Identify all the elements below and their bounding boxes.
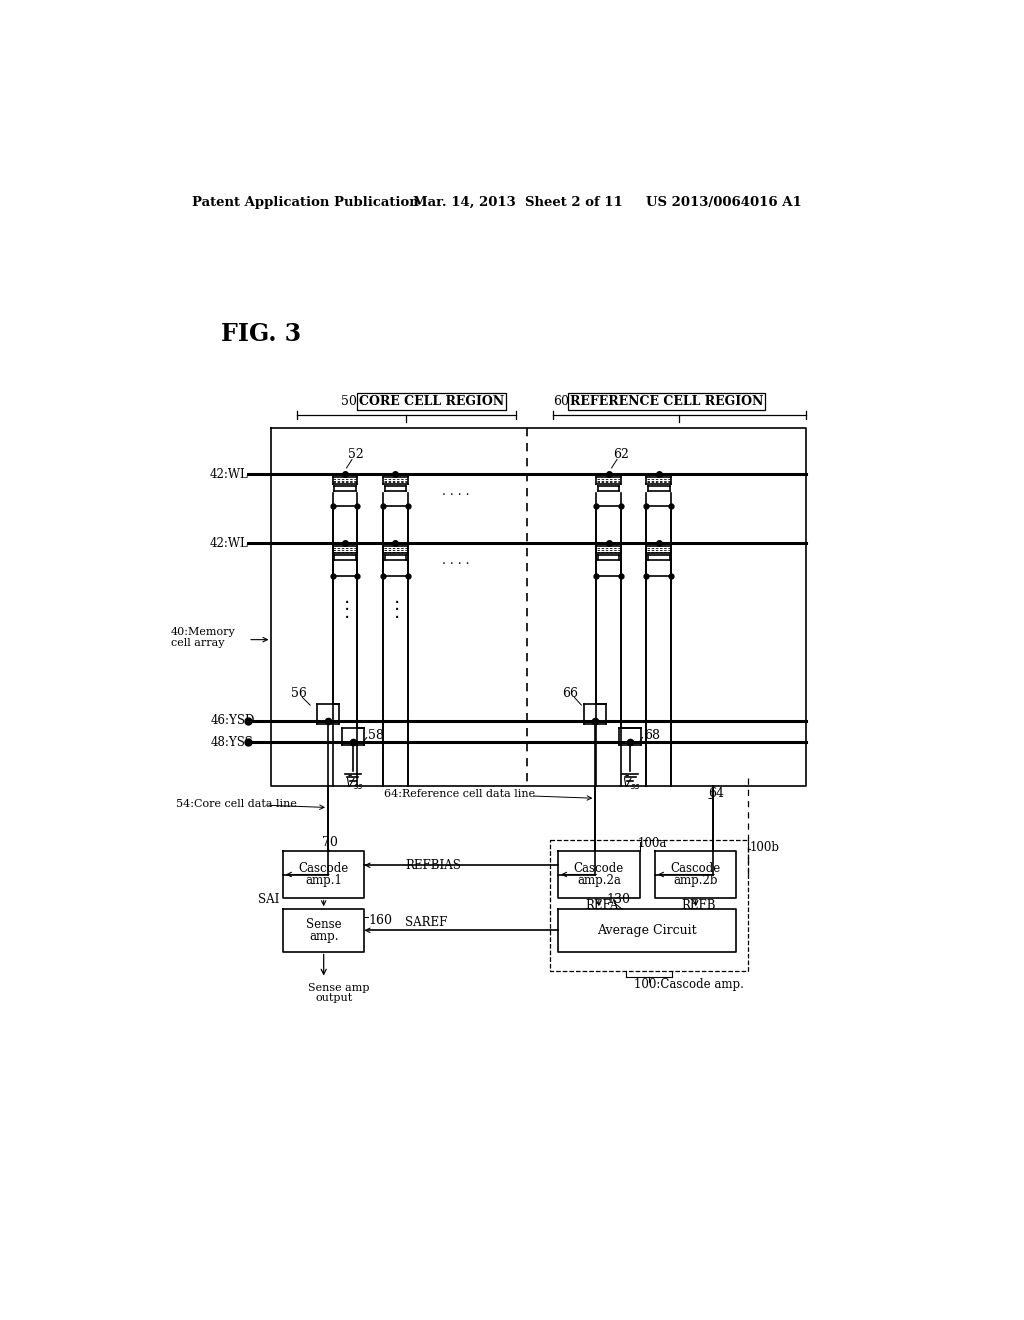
Text: 42:WL: 42:WL — [209, 537, 248, 550]
Text: amp.2b: amp.2b — [674, 874, 718, 887]
Text: 64: 64 — [708, 787, 724, 800]
Text: 42:WL: 42:WL — [209, 467, 248, 480]
Text: Mar. 14, 2013  Sheet 2 of 11: Mar. 14, 2013 Sheet 2 of 11 — [414, 195, 623, 209]
Text: 100b: 100b — [750, 841, 779, 854]
Text: 40:Memory: 40:Memory — [171, 627, 236, 638]
Text: REFB: REFB — [682, 899, 716, 912]
Text: .: . — [343, 595, 350, 615]
Text: Sense: Sense — [306, 917, 341, 931]
Text: . . . .: . . . . — [442, 484, 469, 498]
Text: . . . .: . . . . — [442, 554, 469, 566]
Text: .: . — [394, 603, 400, 622]
Text: 54:Core cell data line: 54:Core cell data line — [176, 799, 297, 809]
Text: Average Circuit: Average Circuit — [597, 924, 697, 937]
Text: amp.1: amp.1 — [305, 874, 342, 887]
Text: REFA: REFA — [585, 899, 618, 912]
Text: amp.2a: amp.2a — [577, 874, 621, 887]
Text: amp.: amp. — [309, 931, 339, 942]
Text: Patent Application Publication: Patent Application Publication — [191, 195, 418, 209]
Text: 68: 68 — [644, 730, 660, 742]
Text: SAI: SAI — [258, 894, 280, 907]
Text: 64:Reference cell data line: 64:Reference cell data line — [384, 789, 535, 800]
Text: cell array: cell array — [171, 639, 224, 648]
Text: $\bar{V}_{ss}$: $\bar{V}_{ss}$ — [623, 775, 641, 792]
Text: output: output — [316, 993, 353, 1003]
Text: Cascode: Cascode — [573, 862, 624, 875]
Text: US 2013/0064016 A1: US 2013/0064016 A1 — [646, 195, 802, 209]
Text: REFERENCE CELL REGION: REFERENCE CELL REGION — [569, 395, 763, 408]
Text: 66: 66 — [562, 686, 578, 700]
Text: Cascode: Cascode — [671, 862, 721, 875]
Text: 50: 50 — [341, 395, 357, 408]
Text: 58: 58 — [369, 730, 384, 742]
Text: SAREF: SAREF — [406, 916, 447, 929]
Text: .: . — [394, 595, 400, 615]
Text: 56: 56 — [291, 686, 306, 700]
Text: 100:Cascode amp.: 100:Cascode amp. — [634, 978, 743, 991]
Text: FIG. 3: FIG. 3 — [221, 322, 301, 346]
Text: 100a: 100a — [638, 837, 668, 850]
Text: $\bar{V}_{ss}$: $\bar{V}_{ss}$ — [345, 775, 364, 792]
Text: .: . — [343, 587, 350, 607]
Text: 70: 70 — [322, 836, 338, 849]
Text: 60: 60 — [553, 395, 568, 408]
Text: REFBIAS: REFBIAS — [406, 859, 462, 871]
Text: Cascode: Cascode — [299, 862, 349, 875]
Text: 46:YSD: 46:YSD — [211, 714, 255, 727]
Text: 160: 160 — [369, 915, 392, 927]
Text: 52: 52 — [348, 447, 364, 461]
Text: 48:YSS: 48:YSS — [211, 735, 254, 748]
Text: .: . — [394, 587, 400, 607]
Text: Sense amp: Sense amp — [308, 983, 370, 994]
Text: .: . — [343, 603, 350, 622]
Text: CORE CELL REGION: CORE CELL REGION — [359, 395, 504, 408]
Text: 62: 62 — [613, 447, 629, 461]
Text: 130: 130 — [606, 894, 631, 907]
